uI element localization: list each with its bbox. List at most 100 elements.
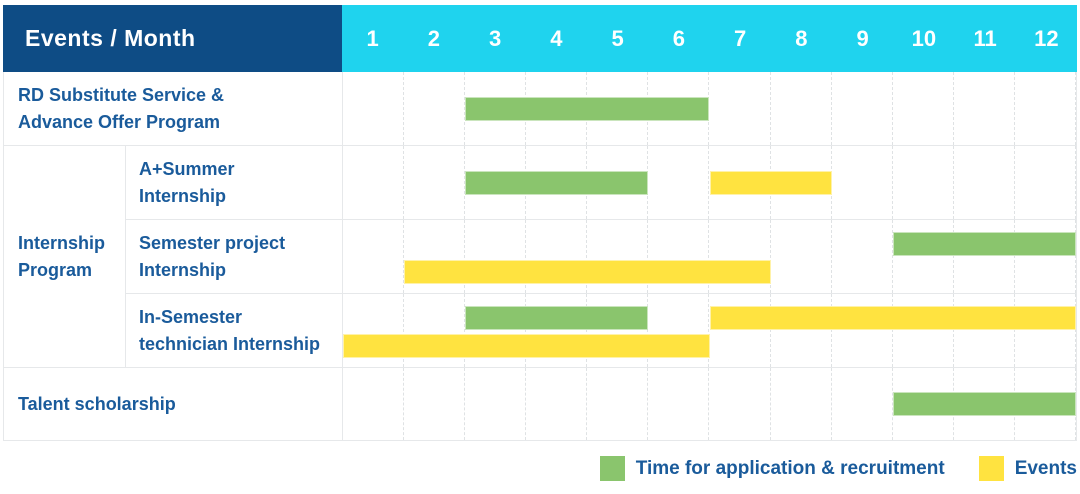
row-label-line: A+Summer bbox=[139, 158, 235, 179]
group-col-spacer bbox=[4, 146, 126, 220]
row-label-in-semester: In-Semester technician Internship bbox=[126, 294, 343, 367]
month-grid-cell bbox=[1015, 146, 1076, 219]
application-bar bbox=[465, 306, 649, 330]
month-grid-cell bbox=[648, 294, 710, 367]
month-grid-cell bbox=[404, 220, 466, 293]
month-grid-cell bbox=[587, 294, 649, 367]
month-grid-cell bbox=[343, 368, 405, 440]
month-header-cell: 12 bbox=[1034, 25, 1059, 51]
event-bar bbox=[709, 306, 1076, 330]
month-grid-cell bbox=[404, 368, 466, 440]
month-grid-cell bbox=[954, 220, 1015, 293]
event-legend-label: Events bbox=[1014, 457, 1077, 479]
month-grid-cell bbox=[954, 146, 1015, 219]
month-grid-cell bbox=[771, 368, 832, 440]
month-grid-cell bbox=[954, 294, 1015, 367]
month-header-cell: 10 bbox=[911, 25, 937, 51]
month-grid-cell bbox=[832, 72, 893, 145]
row-label-a-summer: A+Summer Internship bbox=[126, 146, 343, 220]
timeline-semester-project bbox=[343, 220, 1076, 294]
row-in-semester-internship: In-Semester technician Internship bbox=[4, 294, 1076, 368]
month-grid-cell bbox=[343, 294, 405, 367]
application-bar bbox=[465, 170, 649, 195]
month-header-cell: 4 bbox=[550, 25, 563, 51]
month-grid-cell bbox=[893, 220, 954, 293]
month-grid-cell bbox=[709, 294, 771, 367]
group-label-line: Program bbox=[18, 260, 93, 280]
month-header-cell: 1 bbox=[366, 25, 379, 51]
month-grid-cell bbox=[832, 368, 893, 440]
event-bar bbox=[343, 334, 710, 358]
month-grid-cell bbox=[404, 146, 466, 219]
gantt-table: Events / Month 1 2 3 4 5 6 7 8 9 10 11 12 RD Substi… bbox=[3, 5, 1077, 441]
month-grid-cell bbox=[343, 72, 405, 145]
row-label-line: Internship bbox=[139, 259, 227, 280]
month-header-cell: 9 bbox=[856, 25, 869, 51]
month-grid-cell bbox=[465, 368, 527, 440]
month-header-cell: 2 bbox=[427, 25, 440, 51]
month-header-cell: 8 bbox=[795, 25, 808, 51]
timeline-talent-scholarship bbox=[343, 368, 1076, 440]
month-grid-cell bbox=[404, 294, 466, 367]
month-grid-cell bbox=[709, 220, 771, 293]
row-label-line: Internship bbox=[139, 185, 227, 206]
row-label-line: Advance Offer Program bbox=[18, 111, 221, 132]
group-label-line: Internship bbox=[18, 233, 106, 253]
gantt-body: RD Substitute Service & Advance Offer Pr… bbox=[3, 72, 1077, 441]
month-grid-cell bbox=[526, 294, 588, 367]
legend: Time for application & recruitment Event… bbox=[599, 456, 1077, 481]
row-label-rd-substitute: RD Substitute Service & Advance Offer Pr… bbox=[4, 72, 343, 145]
application-legend-swatch bbox=[599, 456, 625, 481]
month-grid-cell bbox=[893, 294, 954, 367]
months-header-row: 1 2 3 4 5 6 7 8 9 10 11 12 bbox=[342, 5, 1077, 72]
month-grid-cell bbox=[526, 368, 588, 440]
events-month-header-cell: Events / Month bbox=[3, 5, 342, 72]
application-legend-label: Time for application & recruitment bbox=[635, 457, 945, 479]
month-grid-cell bbox=[709, 72, 771, 145]
row-label-talent-scholarship: Talent scholarship bbox=[4, 368, 343, 440]
row-label-line: technician Internship bbox=[139, 333, 321, 354]
month-grid-cell bbox=[1015, 294, 1076, 367]
application-bar bbox=[892, 392, 1076, 416]
month-grid-cell bbox=[465, 220, 527, 293]
group-label-internship-program: Internship Program bbox=[4, 220, 126, 294]
month-grid-cell bbox=[587, 220, 649, 293]
application-bar bbox=[465, 96, 710, 121]
month-grid-cell bbox=[587, 368, 649, 440]
row-label-line: RD Substitute Service & bbox=[18, 84, 225, 105]
month-grid-cell bbox=[771, 72, 832, 145]
month-grid-cell bbox=[771, 294, 832, 367]
row-label-line: Semester project bbox=[139, 232, 286, 253]
month-grid-cell bbox=[954, 72, 1015, 145]
month-grid-cell bbox=[526, 220, 588, 293]
month-grid-cell bbox=[832, 294, 893, 367]
group-col-spacer bbox=[4, 294, 126, 367]
event-legend-swatch bbox=[978, 456, 1004, 481]
timeline-in-semester bbox=[343, 294, 1076, 367]
row-semester-project-internship: Internship Program Semester project Inte… bbox=[4, 220, 1076, 294]
month-header-cell: 5 bbox=[611, 25, 624, 51]
event-bar bbox=[404, 260, 771, 284]
row-label-line: In-Semester bbox=[139, 306, 243, 327]
row-talent-scholarship: Talent scholarship bbox=[4, 368, 1076, 440]
event-bar bbox=[709, 170, 832, 195]
row-a-summer-internship: A+Summer Internship bbox=[4, 146, 1076, 220]
table-header-row: Events / Month 1 2 3 4 5 6 7 8 9 10 11 12 bbox=[3, 5, 1077, 72]
month-grid-cell bbox=[893, 72, 954, 145]
month-grid-cell bbox=[709, 368, 771, 440]
row-label-line: Talent scholarship bbox=[18, 393, 176, 414]
row-rd-substitute: RD Substitute Service & Advance Offer Pr… bbox=[4, 72, 1076, 146]
events-month-label: Events / Month bbox=[25, 25, 196, 51]
timeline-a-summer bbox=[343, 146, 1076, 220]
month-grid-cell bbox=[1015, 72, 1076, 145]
month-grid-cell bbox=[465, 294, 527, 367]
month-header-cell: 3 bbox=[489, 25, 502, 51]
month-header-cell: 11 bbox=[973, 25, 997, 51]
month-grid-cell bbox=[893, 146, 954, 219]
month-grid-cell bbox=[832, 220, 893, 293]
month-grid-cell bbox=[648, 368, 710, 440]
month-header-cell: 6 bbox=[672, 25, 685, 51]
timeline-rd-substitute bbox=[343, 72, 1076, 145]
month-grid-cell bbox=[343, 220, 405, 293]
month-header-cell: 7 bbox=[734, 25, 747, 51]
